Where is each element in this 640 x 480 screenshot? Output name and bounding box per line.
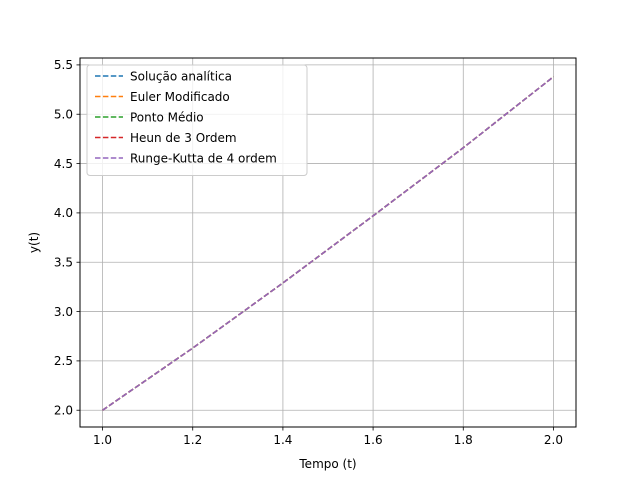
y-tick-label: 2.5 <box>54 354 73 368</box>
y-tick-label: 4.0 <box>54 206 73 220</box>
legend-label: Ponto Médio <box>130 110 204 124</box>
y-tick-label: 5.5 <box>54 58 73 72</box>
legend-label: Solução analítica <box>130 69 232 83</box>
legend-box <box>86 64 308 176</box>
y-tick-label: 3.5 <box>54 256 73 270</box>
legend: Solução analítica Euler Modificado Ponto M… <box>86 64 308 176</box>
x-tick-label: 1.6 <box>364 433 383 447</box>
x-tick-label: 1.4 <box>273 433 292 447</box>
legend-label: Heun de 3 Ordem <box>130 131 237 145</box>
x-axis-ticks: 1.0 1.2 1.4 1.6 1.8 2.0 <box>93 427 563 447</box>
legend-label: Euler Modificado <box>130 90 230 104</box>
x-tick-label: 1.0 <box>93 433 112 447</box>
y-tick-label: 3.0 <box>54 305 73 319</box>
x-tick-label: 1.8 <box>454 433 473 447</box>
y-axis-label: y(t) <box>27 232 41 253</box>
y-tick-label: 5.0 <box>54 108 73 122</box>
plot-frame <box>79 57 577 428</box>
legend-label: Runge-Kutta de 4 ordem <box>130 151 277 165</box>
series-layer <box>102 76 554 411</box>
series-line-5 <box>102 76 554 411</box>
y-tick-label: 2.0 <box>54 404 73 418</box>
y-tick-label: 4.5 <box>54 157 73 171</box>
x-axis-label: Tempo (t) <box>298 457 356 471</box>
x-tick-label: 1.2 <box>183 433 202 447</box>
y-axis-ticks: 2.0 2.5 3.0 3.5 4.0 4.5 5.0 5.5 <box>54 58 80 418</box>
x-tick-label: 2.0 <box>544 433 563 447</box>
